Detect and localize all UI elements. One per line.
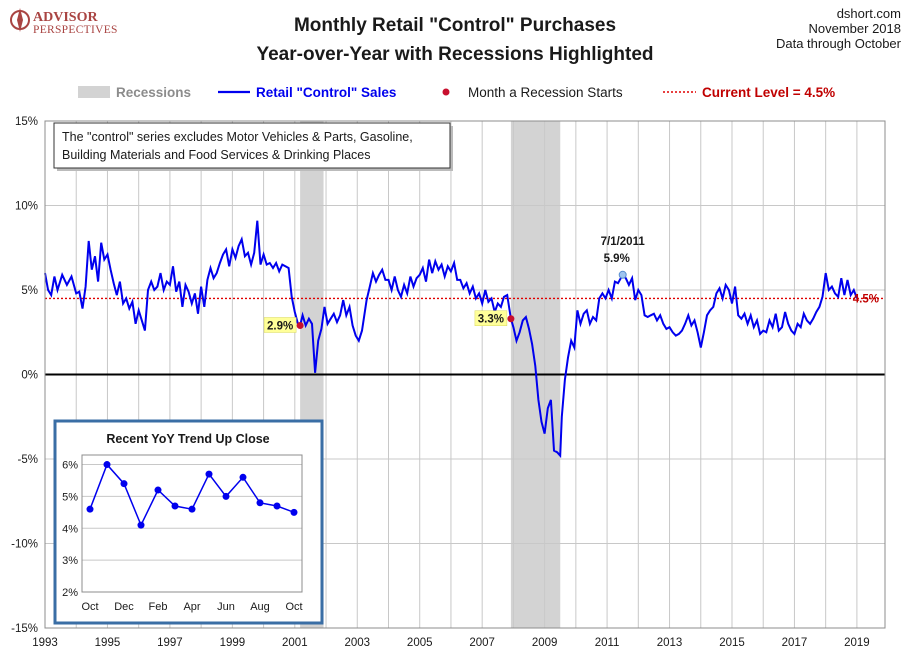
- inset-data-point-jun: [222, 492, 230, 500]
- current-level-value-label: 4.5%: [853, 293, 879, 305]
- legend-recession-swatch: [78, 86, 110, 98]
- source-line-site: dshort.com: [837, 6, 901, 21]
- inset-data-point-aug: [256, 499, 264, 507]
- inset-y-tick-label: 4%: [62, 523, 78, 535]
- x-tick-label: 2013: [657, 637, 683, 649]
- y-tick-label: -5%: [18, 454, 38, 466]
- inset-y-ticks: 6% 5% 4% 3% 2%: [62, 460, 78, 599]
- y-axis-ticks: 15% 10% 5% 0% -5% -10% -15%: [11, 116, 38, 635]
- logo-line-advisor: ADVISOR: [33, 10, 98, 25]
- x-axis-ticks: 1993 1995 1997 1999 2001 2003 2005 2007 2009 2011…: [32, 637, 869, 649]
- inset-data-point-mar: [171, 502, 179, 510]
- inset-data-point-oct: [86, 505, 94, 513]
- x-tick-label: 1993: [32, 637, 58, 649]
- inset-x-tick-label: Oct: [81, 601, 98, 613]
- inset-data-point-jul: [239, 473, 247, 481]
- inset-data-point-apr: [188, 505, 196, 513]
- x-tick-label: 2017: [782, 637, 808, 649]
- y-tick-label: -10%: [11, 539, 38, 551]
- y-tick-label: 5%: [21, 285, 38, 297]
- x-tick-label: 2007: [469, 637, 495, 649]
- retail-control-series-line: [44, 220, 858, 459]
- peak-date-label: 7/1/2011: [601, 236, 646, 248]
- logo: ADVISOR PERSPECTIVES: [10, 8, 118, 36]
- y-tick-label: 15%: [15, 116, 38, 128]
- x-tick-label: 1995: [95, 637, 121, 649]
- inset-chart: Recent YoY Trend Up Close 6% 5% 4% 3% 2% Oct…: [53, 419, 324, 625]
- peak-value-label: 5.9%: [604, 253, 630, 265]
- legend: Recessions Retail "Control" Sales Month …: [78, 85, 835, 100]
- y-tick-label: 10%: [15, 201, 38, 213]
- legend-recession-start-label: Month a Recession Starts: [468, 85, 623, 100]
- inset-data-point-nov: [103, 461, 111, 469]
- y-tick-label: -15%: [11, 623, 38, 635]
- legend-recession-start-marker: [442, 88, 450, 96]
- note-line-2: Building Materials and Food Services & D…: [62, 148, 370, 162]
- inset-x-ticks: Oct Dec Feb Apr Jun Aug Oct: [81, 601, 302, 613]
- compass-needle-icon: [17, 8, 23, 32]
- x-tick-label: 1999: [220, 637, 246, 649]
- recession-start-label-2001: 2.9%: [267, 320, 293, 332]
- peak-annotation: 7/1/2011 5.9%: [601, 236, 646, 279]
- inset-data-point-may: [205, 470, 213, 478]
- inset-y-tick-label: 5%: [62, 491, 78, 503]
- x-tick-label: 2009: [532, 637, 558, 649]
- y-tick-label: 0%: [21, 370, 38, 382]
- recession-start-marker-2007: 3.3%: [474, 310, 515, 326]
- logo-line-perspectives: PERSPECTIVES: [33, 24, 118, 36]
- inset-y-tick-label: 6%: [62, 460, 78, 472]
- recession-start-dot-2001: [296, 321, 304, 329]
- inset-x-tick-label: Oct: [285, 601, 302, 613]
- legend-series-label: Retail "Control" Sales: [256, 85, 396, 100]
- note-box: The "control" series excludes Motor Vehi…: [53, 122, 453, 171]
- note-line-1: The "control" series excludes Motor Vehi…: [62, 130, 413, 144]
- recession-start-marker-2001: 2.9%: [263, 317, 304, 333]
- inset-border: [53, 419, 324, 625]
- inset-x-tick-label: Dec: [114, 601, 134, 613]
- inset-data-point-oct: [290, 508, 298, 516]
- note-box-frame: [53, 122, 451, 169]
- chart-subtitle: Year-over-Year with Recessions Highlight…: [256, 44, 653, 65]
- inset-title: Recent YoY Trend Up Close: [106, 432, 269, 446]
- recession-start-dot-2007: [507, 315, 515, 323]
- recession-start-label-bg-2001: [263, 317, 297, 333]
- legend-recessions-label: Recessions: [116, 85, 191, 100]
- peak-dot: [618, 270, 627, 279]
- x-tick-label: 2015: [719, 637, 745, 649]
- source-line-date: November 2018: [809, 21, 902, 36]
- legend-current-level-label: Current Level = 4.5%: [702, 85, 835, 100]
- x-tick-label: 1997: [157, 637, 183, 649]
- inset-x-tick-label: Feb: [149, 601, 168, 613]
- inset-x-tick-label: Apr: [183, 601, 200, 613]
- inset-y-tick-label: 3%: [62, 555, 78, 567]
- inset-data-point-feb: [154, 486, 162, 494]
- inset-data-point-dec: [120, 480, 128, 488]
- chart-title: Monthly Retail "Control" Purchases: [294, 15, 616, 36]
- x-tick-label: 2003: [344, 637, 370, 649]
- inset-data-point-sep: [273, 502, 281, 510]
- recession-start-label-bg-2007: [474, 310, 508, 326]
- plot-frame: [44, 120, 886, 629]
- x-tick-label: 2005: [407, 637, 433, 649]
- inset-x-tick-label: Jun: [217, 601, 235, 613]
- source-line-coverage: Data through October: [776, 36, 902, 51]
- x-tick-label: 2011: [595, 637, 620, 649]
- inset-points: [86, 461, 298, 529]
- inset-x-tick-label: Aug: [250, 601, 270, 613]
- recession-start-label-2007: 3.3%: [478, 314, 504, 326]
- x-tick-label: 2019: [844, 637, 870, 649]
- inset-y-tick-label: 2%: [62, 587, 78, 599]
- inset-data-point-jan: [137, 521, 145, 529]
- x-tick-label: 2001: [282, 637, 308, 649]
- inset-plot-frame: [81, 454, 303, 593]
